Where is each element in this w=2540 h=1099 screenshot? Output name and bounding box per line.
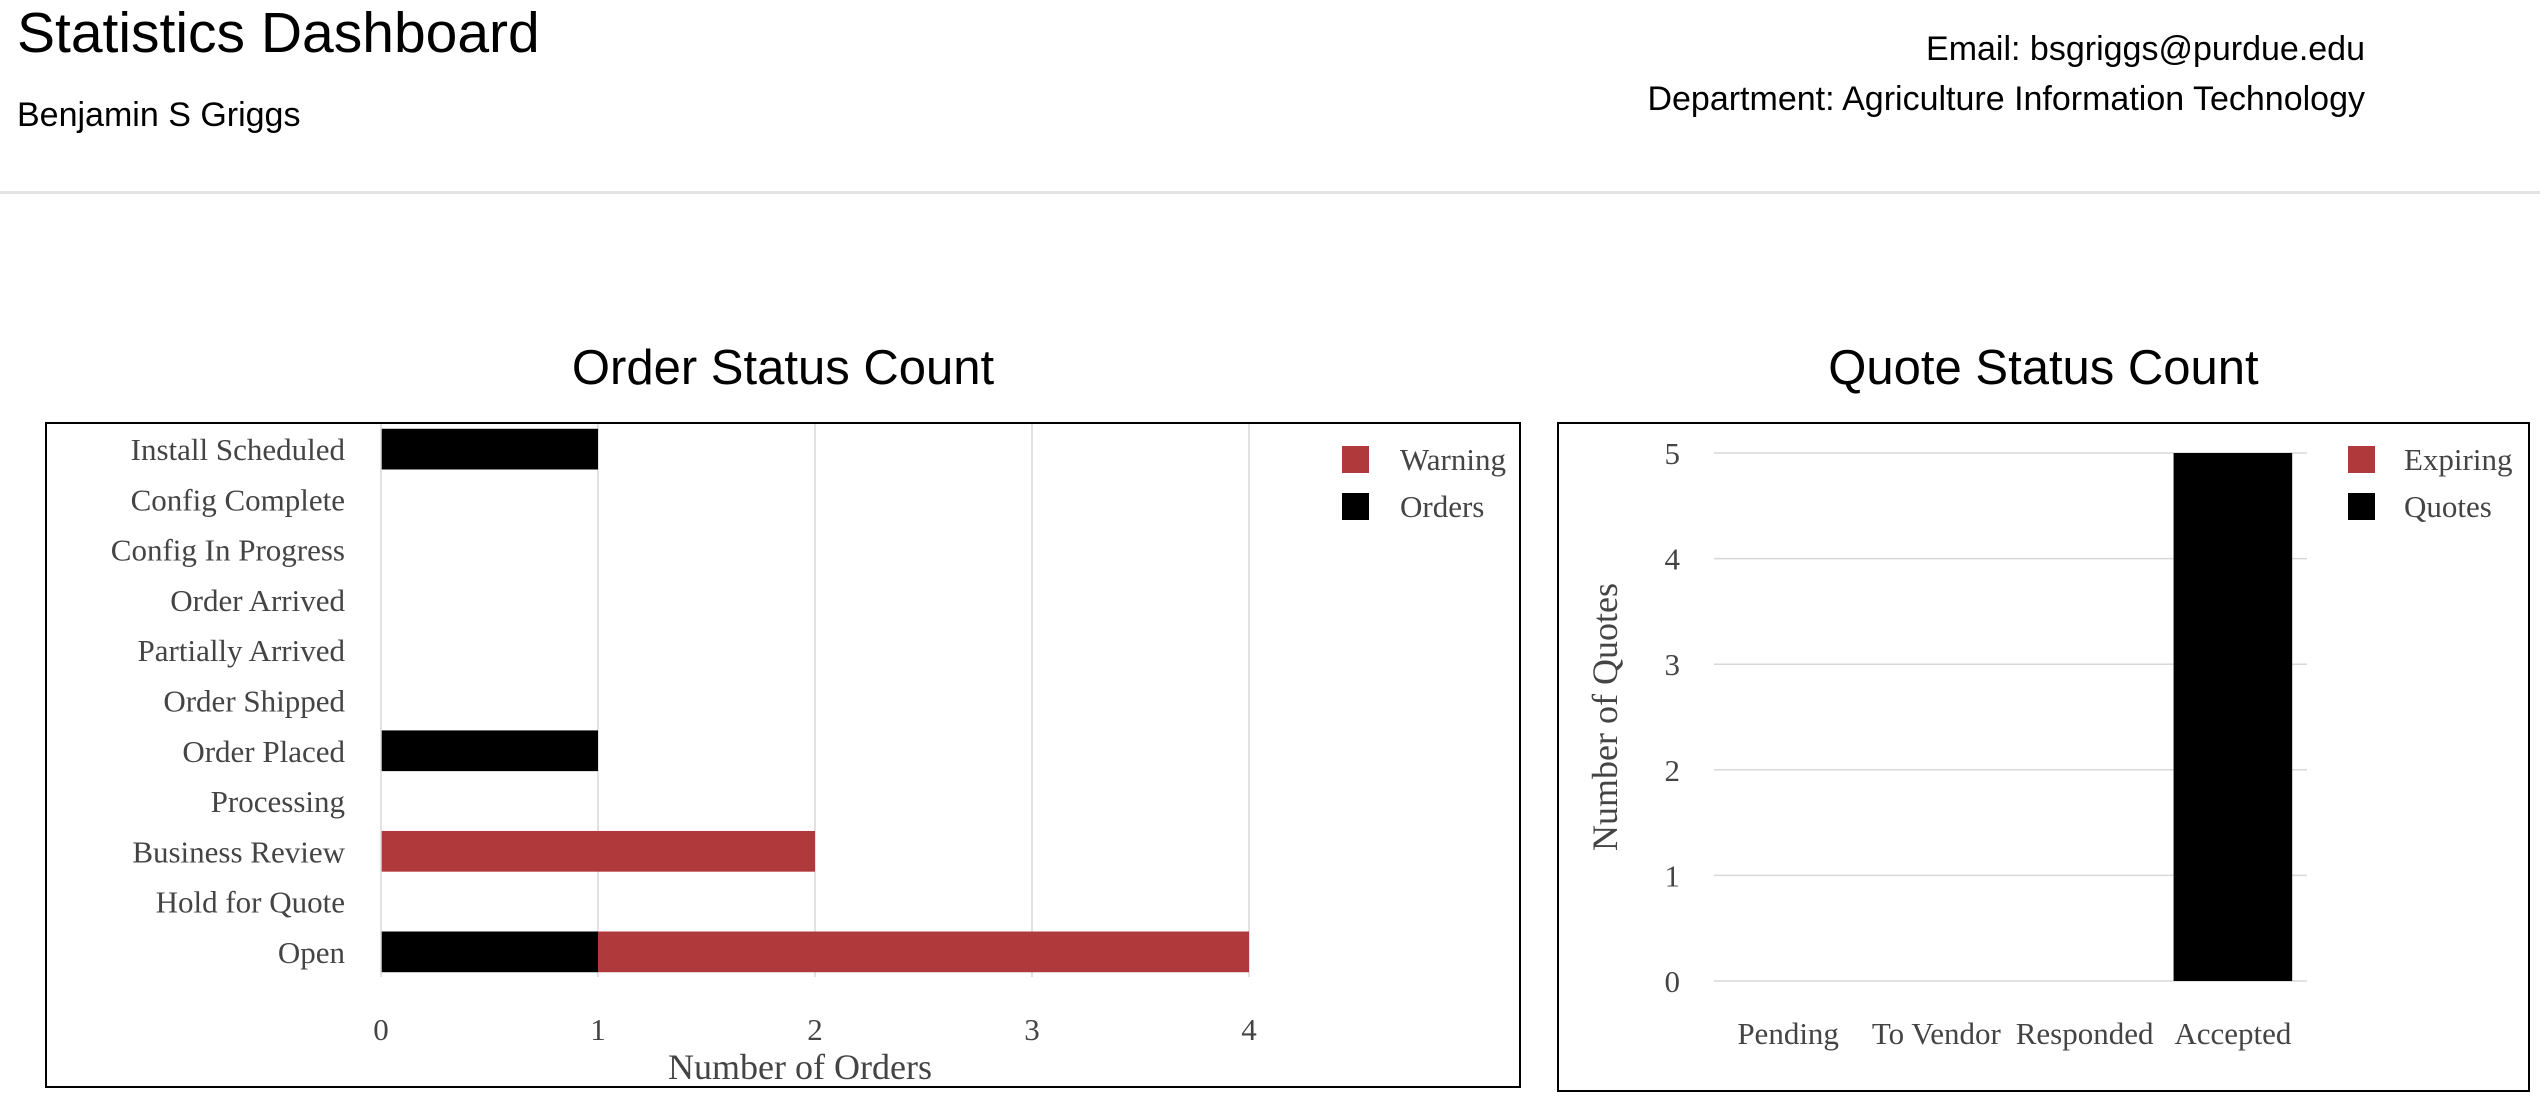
legend-swatch-expiring	[2348, 446, 2375, 473]
y-tick-label-partially-arrived: Partially Arrived	[138, 633, 346, 668]
legend-label-orders: Orders	[1400, 489, 1484, 524]
page-title: Statistics Dashboard	[17, 1, 540, 65]
x-tick-label-3: 3	[1024, 1012, 1040, 1047]
bar-warning-open	[598, 931, 1249, 973]
legend-swatch-quotes	[2348, 493, 2375, 520]
x-tick-label-accepted: Accepted	[2174, 1016, 2292, 1051]
y-tick-label-1: 1	[1665, 858, 1681, 893]
y-tick-label-config-in-progress: Config In Progress	[111, 533, 345, 568]
user-email: Email: bsgriggs@purdue.edu	[1926, 30, 2365, 68]
y-tick-label-business-review: Business Review	[132, 834, 345, 869]
bar-warning-business-review	[381, 830, 815, 872]
legend-label-warning: Warning	[1400, 442, 1506, 477]
x-axis-title: Number of Orders	[668, 1047, 932, 1086]
y-tick-label-processing: Processing	[211, 784, 345, 819]
quote-status-chart-svg: 0 1 2 3 4 5 Pending To Vendor Responded Accepted N…	[1585, 436, 2513, 1051]
y-tick-label-hold-for-quote: Hold for Quote	[156, 885, 345, 920]
y-tick-label-3: 3	[1665, 647, 1681, 682]
bar-orders-order-placed	[381, 730, 598, 772]
x-tick-label-4: 4	[1241, 1012, 1257, 1047]
bar-orders-open	[381, 931, 598, 973]
y-tick-label-2: 2	[1665, 753, 1681, 788]
y-tick-label-0: 0	[1665, 964, 1681, 999]
x-tick-label-responded: Responded	[2016, 1016, 2154, 1051]
x-tick-label-pending: Pending	[1737, 1016, 1839, 1051]
y-tick-label-order-placed: Order Placed	[182, 734, 345, 769]
user-name: Benjamin S Griggs	[17, 96, 301, 134]
quote-chart-title: Quote Status Count	[1828, 341, 2259, 395]
x-tick-label-1: 1	[590, 1012, 606, 1047]
y-axis-title: Number of Quotes	[1585, 583, 1625, 851]
y-tick-label-5: 5	[1665, 436, 1681, 471]
bar-quotes-accepted	[2173, 453, 2293, 981]
header-divider	[0, 191, 2540, 194]
y-tick-label-open: Open	[278, 935, 346, 970]
y-tick-label-config-complete: Config Complete	[131, 482, 345, 517]
quote-status-chart: 0 1 2 3 4 5 Pending To Vendor Responded Accepted N…	[1557, 422, 2530, 1092]
legend-swatch-warning	[1342, 446, 1369, 473]
y-tick-label-4: 4	[1665, 542, 1681, 577]
legend-swatch-orders	[1342, 493, 1369, 520]
order-chart-title: Order Status Count	[571, 341, 995, 395]
legend-label-quotes: Quotes	[2404, 489, 2492, 524]
x-tick-label-to-vendor: To Vendor	[1872, 1016, 2002, 1051]
bar-orders-install-scheduled	[381, 428, 598, 470]
legend-label-expiring: Expiring	[2404, 442, 2513, 477]
y-tick-label-order-shipped: Order Shipped	[163, 684, 345, 719]
x-tick-label-0: 0	[373, 1012, 389, 1047]
order-status-chart: 0 1 2 3 4 Install Scheduled Config Complete Con…	[45, 422, 1521, 1088]
y-tick-label-install-scheduled: Install Scheduled	[131, 432, 346, 467]
y-tick-label-order-arrived: Order Arrived	[170, 583, 345, 618]
order-status-chart-svg: 0 1 2 3 4 Install Scheduled Config Complete Con…	[111, 424, 1506, 1086]
user-department: Department: Agriculture Information Tech…	[1647, 80, 2365, 118]
x-tick-label-2: 2	[807, 1012, 823, 1047]
